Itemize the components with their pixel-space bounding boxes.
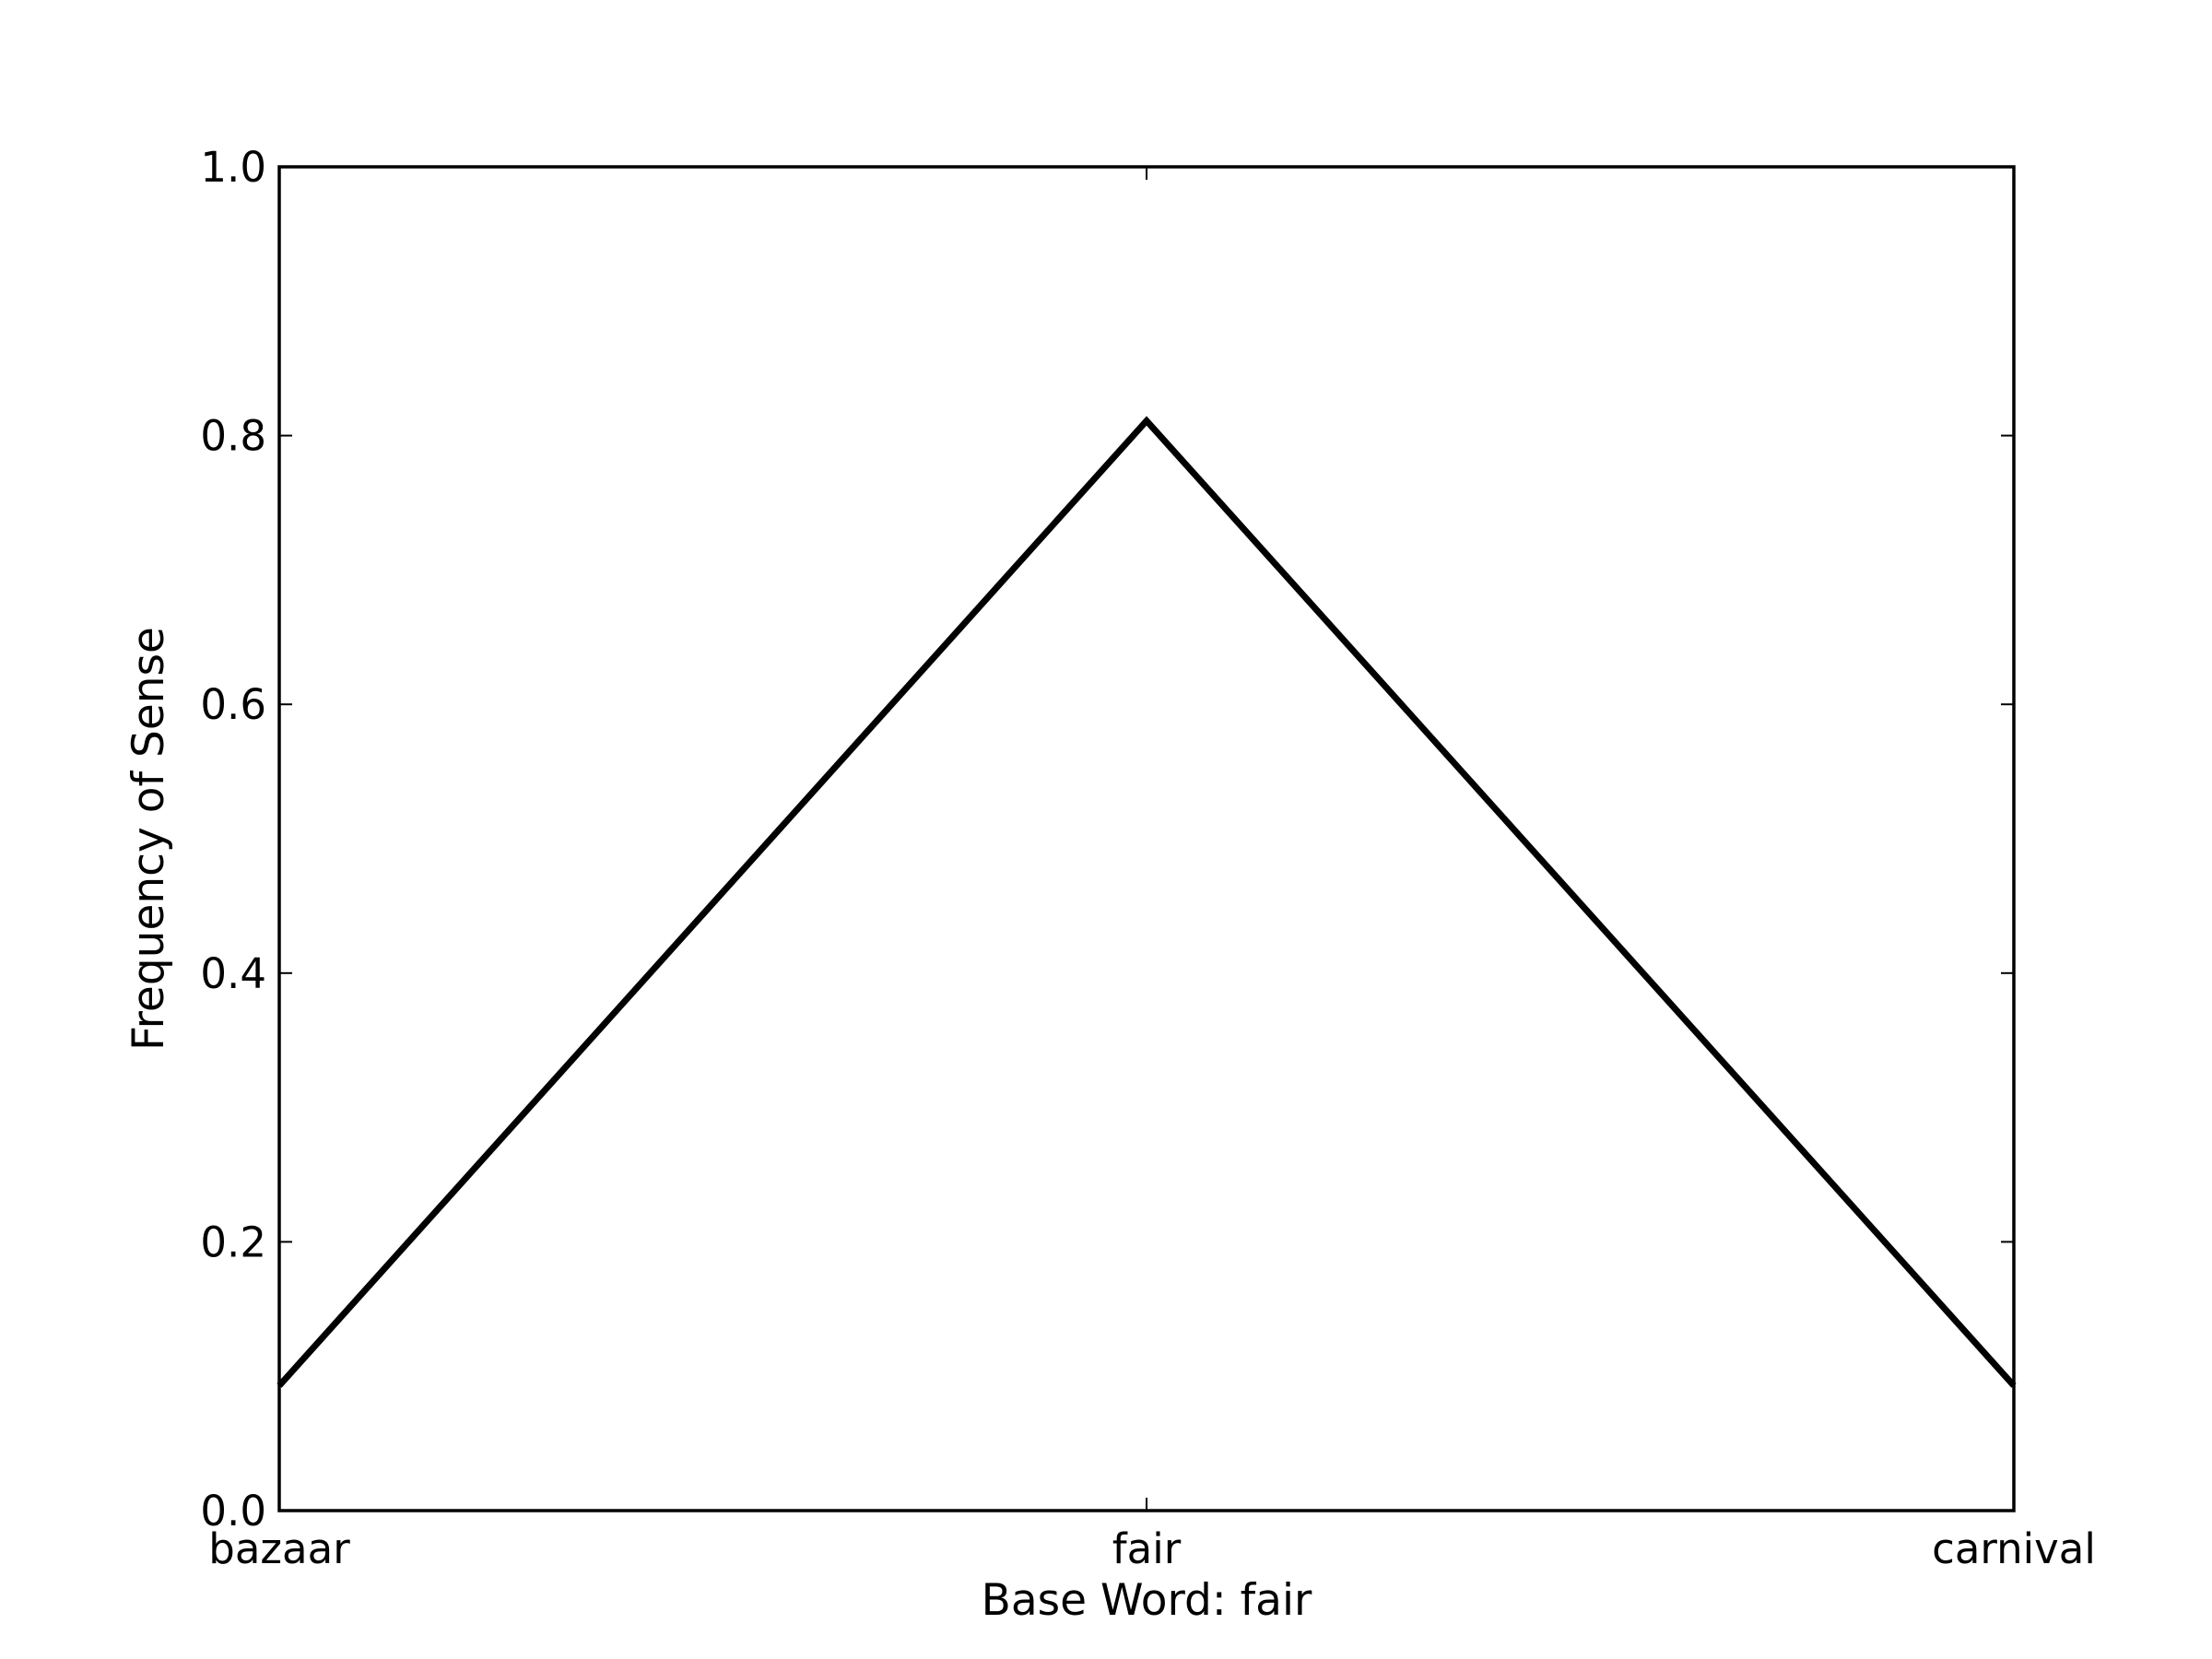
y-tick-label: 0.2 <box>200 1218 266 1266</box>
x-tick-label: bazaar <box>208 1524 350 1573</box>
y-axis-label: Frequency of Sense <box>124 627 174 1051</box>
y-tick-label: 0.4 <box>200 949 266 998</box>
x-axis-ticks: bazaar fair carnival <box>208 167 2096 1573</box>
plot-area <box>277 165 2016 1512</box>
plot-frame <box>277 165 2016 1512</box>
y-tick-label: 0.0 <box>200 1487 266 1535</box>
x-tick-label: carnival <box>1932 1524 2096 1573</box>
x-tick-label: fair <box>1112 1524 1182 1573</box>
y-tick-label: 0.6 <box>200 680 266 729</box>
x-axis-label: Base Word: fair <box>982 1575 1312 1626</box>
y-tick-label: 0.8 <box>200 412 266 461</box>
series-layer <box>276 416 2017 1388</box>
y-tick-label: 1.0 <box>200 143 266 192</box>
series-line <box>276 416 2017 1388</box>
y-axis-ticks: 0.0 0.2 0.4 0.6 0.8 1.0 <box>200 143 2014 1535</box>
